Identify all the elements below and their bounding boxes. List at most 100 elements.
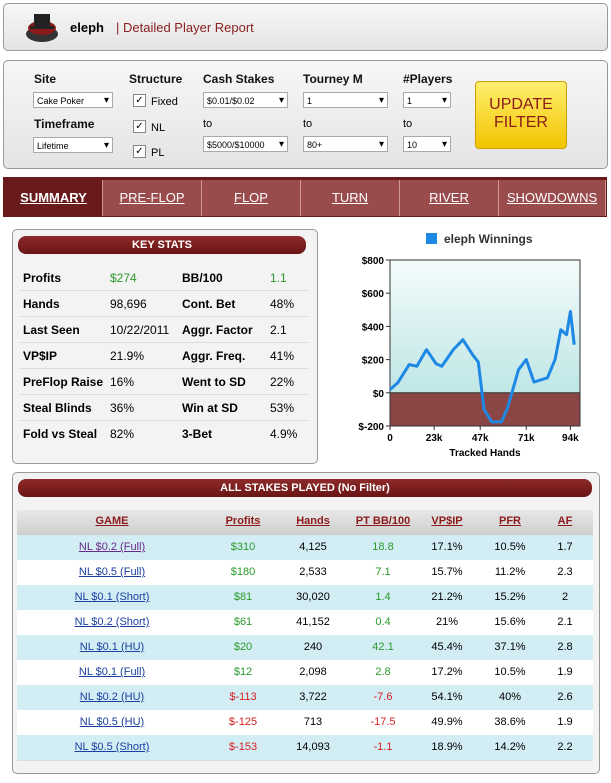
select[interactable]: 1 (403, 92, 451, 109)
cell: 38.6% (494, 716, 526, 728)
label: Tourney M (303, 72, 363, 86)
stat-value: 2.1 (270, 323, 287, 337)
cell: 41,152 (296, 616, 330, 628)
cell: 1.4 (375, 591, 391, 603)
x-tick-label: 0 (387, 433, 393, 444)
update-button[interactable]: UPDATE FILTER (475, 81, 567, 149)
checkbox[interactable]: ✓ (133, 120, 146, 133)
tab[interactable]: SUMMARY (5, 180, 103, 216)
legend-label: eleph Winnings (444, 232, 533, 246)
row-divider (19, 342, 309, 343)
column-header[interactable]: PFR (499, 515, 521, 527)
x-tick-label: 47k (472, 433, 489, 444)
cell: 1.9 (557, 666, 573, 678)
table-row (17, 535, 593, 561)
select[interactable]: 1 (303, 92, 388, 109)
cell: $81 (233, 591, 253, 603)
select[interactable]: 80+ (303, 136, 388, 153)
tab[interactable]: SHOWDOWNS (499, 180, 606, 216)
tab[interactable]: RIVER (400, 180, 499, 216)
select[interactable]: $5000/$10000 (203, 136, 288, 153)
cell: 4,125 (299, 541, 327, 553)
x-axis-label: Tracked Hands (449, 448, 521, 459)
stat-value: 4.9% (270, 427, 298, 441)
stat-label: Win at SD (182, 401, 238, 415)
y-tick-label: $600 (362, 289, 385, 300)
cell[interactable]: NL $0.2 (HU) (79, 691, 145, 703)
cell: 40% (498, 691, 522, 703)
cell[interactable]: NL $0.2 (Short) (74, 616, 150, 628)
stat-label: Cont. Bet (182, 297, 236, 311)
table-header (17, 510, 593, 535)
checkbox-label: Fixed (151, 96, 178, 108)
cell: 14.2% (494, 741, 526, 753)
cell: $180 (230, 566, 256, 578)
y-tick-label: $-200 (358, 422, 384, 433)
plot-area (390, 260, 580, 393)
label: Structure (129, 72, 183, 86)
label: Site (34, 72, 57, 86)
cell: 0.4 (375, 616, 391, 628)
cell: 713 (303, 716, 323, 728)
chart: eleph Winnings $-200 $0 $200 $400 $600 $800 0 23… (358, 232, 581, 459)
cell: 42.1 (372, 641, 394, 653)
cell: 1.7 (557, 541, 573, 553)
checkbox-label: NL (151, 122, 166, 134)
cell[interactable]: NL $0.1 (Full) (78, 666, 146, 678)
column-header[interactable]: Profits (225, 515, 261, 527)
cell: 37.1% (494, 641, 526, 653)
logo (26, 14, 58, 42)
legend-swatch (426, 233, 437, 244)
stat-value: 48% (270, 297, 295, 311)
column-header[interactable]: Hands (296, 515, 330, 527)
row-divider (19, 394, 309, 395)
table-row (17, 710, 593, 736)
select[interactable]: Lifetime (33, 137, 113, 154)
checkbox[interactable]: ✓ (133, 145, 146, 158)
cell[interactable]: NL $0.5 (Short) (74, 741, 150, 753)
cell: 21% (435, 616, 459, 628)
cell: $-125 (228, 716, 258, 728)
column-header[interactable]: PT BB/100 (355, 515, 411, 527)
cell: 18.8 (372, 541, 394, 553)
label: Timeframe (34, 117, 95, 131)
cell: 2 (561, 591, 569, 603)
stat-label: PreFlop Raise (23, 375, 104, 389)
cell: 54.1% (431, 691, 463, 703)
tab[interactable]: TURN (301, 180, 400, 216)
cell: 2.8 (375, 666, 391, 678)
cell: 17.1% (431, 541, 463, 553)
cell: 49.9% (431, 716, 463, 728)
cell[interactable]: NL $0.5 (Full) (78, 566, 146, 578)
select[interactable]: $0.01/$0.02 (203, 92, 288, 109)
cell: 14,093 (296, 741, 330, 753)
checkbox[interactable]: ✓ (133, 94, 146, 107)
cell[interactable]: NL $0.1 (Short) (74, 591, 150, 603)
row-divider (19, 368, 309, 369)
stat-label: Aggr. Freq. (182, 349, 246, 363)
cell[interactable]: NL $0.5 (HU) (79, 716, 145, 728)
to-label: to (403, 118, 413, 130)
cell: 3,722 (299, 691, 327, 703)
tab[interactable]: PRE-FLOP (103, 180, 202, 216)
cell[interactable]: NL $0.2 (Full) (78, 541, 146, 553)
cell: 7.1 (375, 566, 391, 578)
tab[interactable]: FLOP (202, 180, 301, 216)
player-name: eleph (70, 20, 104, 35)
select[interactable]: 10 (403, 136, 451, 153)
stat-label: BB/100 (182, 271, 223, 285)
column-header[interactable]: VP$IP (431, 515, 463, 527)
cell[interactable]: NL $0.1 (HU) (79, 641, 145, 653)
select[interactable]: Cake Poker (33, 92, 113, 109)
cell: 11.2% (494, 566, 526, 578)
column-header[interactable]: AF (557, 515, 573, 527)
column-header[interactable]: GAME (95, 515, 129, 527)
stat-label: Went to SD (182, 375, 246, 389)
cell: 15.6% (494, 616, 526, 628)
stat-label: Hands (23, 297, 60, 311)
row-divider (19, 316, 309, 317)
x-tick-label: 71k (518, 433, 535, 444)
stat-value: 10/22/2011 (110, 323, 170, 337)
stat-value: 98,696 (110, 297, 147, 311)
